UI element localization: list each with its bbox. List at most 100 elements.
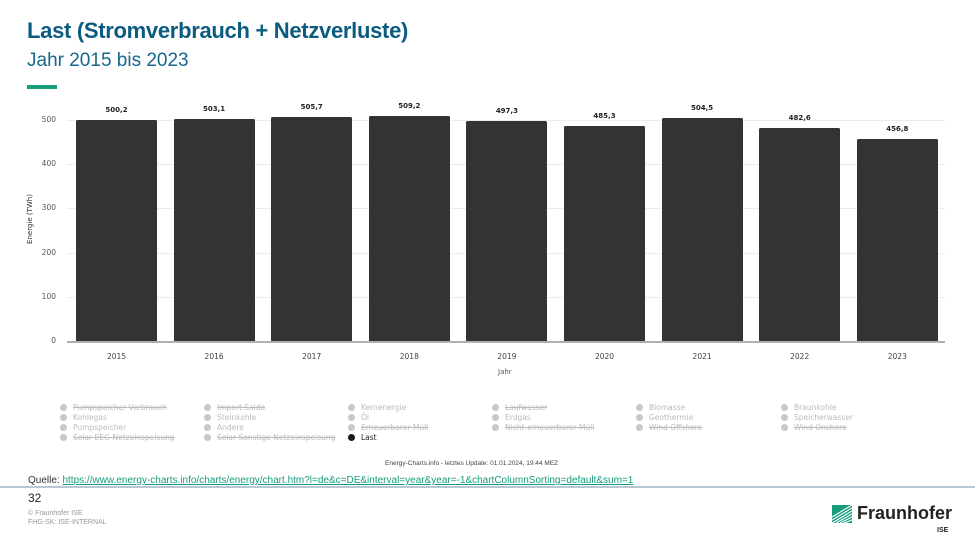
legend-label: Wind Offshore	[649, 422, 703, 432]
legend-item[interactable]: Steinkohle	[204, 412, 349, 422]
legend-label: Import Saldo	[217, 402, 266, 412]
legend-column: Pumpspeicher Verbrauch Kohlegas Pumpspeich…	[60, 402, 205, 442]
legend-label: Nicht-erneuerbarer Müll	[505, 422, 595, 432]
legend-dot-icon	[204, 403, 211, 411]
legend-item[interactable]: Erdgas	[492, 412, 637, 422]
bar-value-label: 456,8	[886, 125, 909, 134]
bar-2017[interactable]	[271, 117, 353, 341]
legend-item[interactable]: Last	[348, 432, 493, 442]
legend-item[interactable]: Speicherwasser	[781, 412, 926, 422]
bar-2019[interactable]	[466, 121, 548, 341]
bar-value-label: 505,7	[300, 103, 323, 112]
x-tick-label: 2018	[399, 352, 419, 361]
legend-item[interactable]: Biomasse	[636, 402, 781, 412]
page-number: 32	[28, 491, 42, 505]
legend-item[interactable]: Nicht-erneuerbarer Müll	[492, 422, 637, 432]
x-tick-label: 2023	[887, 352, 907, 361]
legend-dot-icon	[60, 403, 67, 411]
x-tick-label: 2020	[594, 352, 615, 361]
accent-divider	[27, 85, 57, 89]
legend-item[interactable]: Solar Sonstige Netzeinspeisung	[204, 432, 349, 442]
legend-dot-icon	[492, 403, 499, 411]
legend-item[interactable]: Pumpspeicher Verbrauch	[60, 402, 205, 412]
legend-item[interactable]: Wind Offshore	[636, 422, 781, 432]
legend-dot-icon	[204, 423, 211, 431]
legend-dot-icon	[492, 413, 499, 421]
legend-item[interactable]: Pumpspeicher	[60, 422, 205, 432]
legend-dot-icon	[348, 423, 355, 431]
legend-label: Pumpspeicher Verbrauch	[73, 402, 167, 412]
legend-dot-icon	[636, 403, 643, 411]
legend-label: Steinkohle	[217, 412, 257, 422]
x-tick-label: 2016	[204, 352, 224, 361]
legend-label: Erneuerbarer Müll	[361, 422, 429, 432]
legend-item[interactable]: Import Saldo	[204, 402, 349, 412]
legend-label: Andere	[217, 422, 244, 432]
bar-2023[interactable]	[856, 139, 938, 341]
legend-dot-icon	[636, 423, 643, 431]
legend-dot-icon	[348, 403, 355, 411]
legend-item[interactable]: Braunkohle	[781, 402, 926, 412]
legend-dot-icon	[348, 433, 355, 441]
legend-label: Speicherwasser	[794, 412, 854, 422]
legend-label: Kernenergie	[361, 402, 407, 412]
legend-label: Erdgas	[505, 412, 531, 422]
bar-value-label: 504,5	[691, 104, 714, 112]
footer-divider	[0, 486, 975, 488]
y-tick-label: 400	[41, 159, 56, 169]
x-tick-label: 2017	[302, 352, 322, 361]
legend-column: Braunkohle Speicherwasser Wind Onshore	[781, 402, 926, 432]
legend-item[interactable]: Erneuerbarer Müll	[348, 422, 493, 432]
legend-dot-icon	[204, 433, 211, 441]
bar-value-label: 485,3	[593, 112, 616, 121]
legend-label: Laufwasser	[505, 402, 548, 412]
logo-wordmark: Fraunhofer	[857, 503, 953, 523]
legend-item[interactable]: Geothermie	[636, 412, 781, 422]
legend-label: Last	[361, 432, 377, 442]
x-axis-line	[67, 341, 945, 343]
source-label: Quelle:	[28, 475, 63, 486]
legend-label: Biomasse	[649, 402, 686, 412]
copyright: © Fraunhofer ISE FHG-SK: ISE-INTERNAL	[28, 509, 107, 527]
x-tick-label: 2021	[692, 352, 712, 361]
fraunhofer-logo: Fraunhofer	[832, 503, 952, 524]
legend-item[interactable]: Öl	[348, 412, 493, 422]
legend-item[interactable]: Kohlegas	[60, 412, 205, 422]
bar-2021[interactable]	[661, 118, 743, 341]
legend-item[interactable]: Wind Onshore	[781, 422, 926, 432]
bar-2022[interactable]	[759, 127, 841, 341]
x-axis-label: Jahr	[498, 368, 512, 376]
legend-label: Öl	[361, 412, 369, 422]
x-tick-label: 2022	[790, 352, 810, 361]
y-tick-label: 200	[41, 247, 56, 257]
x-tick-label: 2019	[497, 352, 517, 361]
legend-dot-icon	[60, 413, 67, 421]
bar-value-label: 497,3	[495, 107, 518, 116]
bar-2015[interactable]	[76, 119, 157, 341]
legend-item[interactable]: Laufwasser	[492, 402, 637, 412]
legend-column: Import Saldo Steinkohle Andere Solar Sonsti…	[204, 402, 349, 442]
legend-column: Kernenergie Öl Erneuerbarer Müll Last	[348, 402, 493, 442]
legend-dot-icon	[781, 413, 788, 421]
bar-2018[interactable]	[368, 115, 450, 341]
legend-column: Laufwasser Erdgas Nicht-erneuerbarer Müll	[492, 402, 637, 432]
bar-2020[interactable]	[564, 126, 645, 341]
fraunhofer-logo-icon	[832, 504, 852, 523]
bar-2016[interactable]	[173, 118, 255, 341]
copyright-text: © Fraunhofer ISE	[28, 510, 83, 517]
bar-value-label: 503,1	[203, 104, 226, 113]
legend-dot-icon	[492, 423, 499, 431]
legend-item[interactable]: Kernenergie	[348, 402, 493, 412]
source-link[interactable]: https://www.energy-charts.info/charts/en…	[62, 475, 634, 486]
legend-dot-icon	[60, 433, 67, 441]
legend-label: Solar EEG-Netzeinspeisung	[73, 432, 175, 442]
legend-dot-icon	[636, 413, 643, 421]
bar-value-label: 482,6	[788, 113, 811, 122]
bar-value-label: 509,2	[398, 101, 421, 110]
legend-label: Braunkohle	[794, 402, 837, 412]
y-tick-label: 500	[41, 115, 56, 124]
legend-label: Pumpspeicher	[73, 422, 127, 432]
bar-chart: Energie (TWh) Jahr 0 100 200 300 400 500 500,2…	[26, 101, 945, 376]
legend-item[interactable]: Andere	[204, 422, 349, 432]
legend-item[interactable]: Solar EEG-Netzeinspeisung	[60, 432, 205, 442]
